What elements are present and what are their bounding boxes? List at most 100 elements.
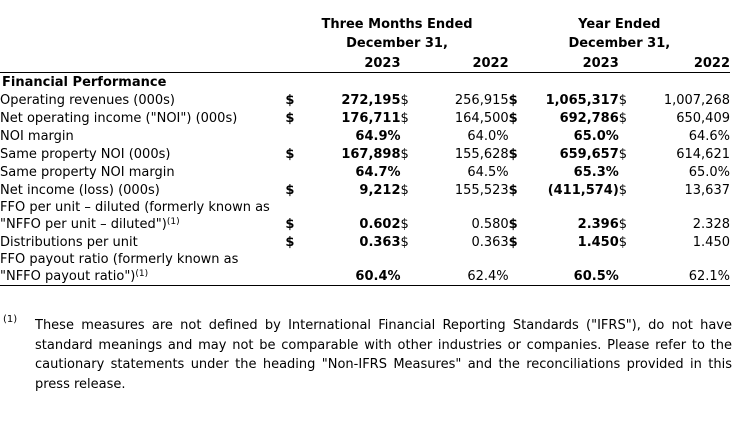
- value-cell: 155,628: [454, 147, 509, 162]
- value-cell: 176,711: [341, 111, 401, 126]
- value-cell: 692,786: [559, 111, 619, 126]
- row-label: NOI margin: [0, 129, 74, 144]
- value-cell: 9,212: [359, 183, 401, 198]
- value-cell: 2.396: [577, 217, 619, 232]
- value-cell: 64.7%: [355, 165, 401, 180]
- currency-symbol: $: [400, 147, 409, 162]
- table-row: Net income (loss) (000s) $9,212 $155,523 $(…: [0, 181, 730, 199]
- row-label: FFO payout ratio (formerly known as "NFFO…: [0, 251, 286, 286]
- footnote-reference: (1): [166, 217, 180, 227]
- currency-symbol: $: [508, 93, 518, 108]
- value-cell: (411,574): [547, 183, 619, 198]
- table-row: Operating revenues (000s) $272,195 $256,91…: [0, 91, 730, 109]
- value-cell: 65.0%: [573, 129, 619, 144]
- header-spacer: [508, 52, 531, 73]
- value-cell: 659,657: [559, 147, 619, 162]
- value-cell: 614,621: [676, 147, 730, 162]
- section-header-row: Financial Performance: [0, 73, 730, 92]
- header-spacer: [400, 52, 423, 73]
- value-cell: 0.363: [471, 235, 509, 250]
- value-cell: 64.6%: [688, 129, 730, 144]
- footnote-marker-text: (1): [3, 314, 18, 325]
- value-cell: 62.1%: [640, 251, 730, 286]
- currency-symbol: $: [618, 217, 628, 232]
- row-label: Net income (loss) (000s): [0, 183, 160, 198]
- currency-symbol: [618, 251, 641, 286]
- currency-symbol: $: [400, 111, 409, 126]
- currency-symbol: [285, 127, 307, 145]
- value-cell: 1.450: [577, 235, 619, 250]
- header-spacer: [618, 52, 641, 73]
- value-cell: 256,915: [454, 93, 509, 108]
- currency-symbol: [285, 163, 307, 181]
- currency-symbol: $: [618, 235, 628, 250]
- group-header-row-1: Three Months Ended Year Ended: [0, 14, 730, 33]
- col-group-three-months-line2: December 31,: [346, 36, 448, 51]
- year-column-fy-2023: 2023: [530, 52, 619, 73]
- currency-symbol: $: [285, 147, 295, 162]
- table-row: FFO payout ratio (formerly known as "NFFO…: [0, 251, 730, 286]
- year-column-q4-2023: 2023: [307, 52, 401, 73]
- footnote-text: These measures are not defined by Intern…: [35, 318, 732, 392]
- value-cell: 167,898: [341, 147, 401, 162]
- row-label: Net operating income ("NOI") (000s): [0, 111, 238, 126]
- currency-symbol: $: [508, 217, 518, 232]
- currency-symbol: [619, 127, 641, 145]
- currency-symbol: [285, 251, 308, 286]
- financial-table: Three Months Ended Year Ended December 3…: [0, 14, 730, 286]
- currency-symbol: $: [618, 147, 628, 162]
- currency-symbol: $: [285, 217, 295, 232]
- currency-symbol: $: [508, 147, 518, 162]
- currency-symbol: $: [285, 235, 295, 250]
- group-header-row-2: December 31, December 31,: [0, 33, 730, 52]
- row-label: Same property NOI (000s): [0, 147, 171, 162]
- table-row: Same property NOI margin 64.7% 64.5% 65.3% 6…: [0, 163, 730, 181]
- header-spacer: [0, 52, 286, 73]
- currency-symbol: $: [618, 93, 628, 108]
- currency-symbol: [509, 127, 531, 145]
- year-column-q4-2022: 2022: [422, 52, 509, 73]
- table-row: Distributions per unit $0.363 $0.363 $1.450…: [0, 233, 730, 251]
- value-cell: 64.0%: [467, 129, 509, 144]
- value-cell: 60.5%: [530, 251, 619, 286]
- footnote: (1) These measures are not defined by In…: [0, 314, 732, 394]
- value-cell: 62.4%: [422, 251, 509, 286]
- footnote-reference: (1): [135, 269, 149, 279]
- value-cell: 1,065,317: [545, 93, 619, 108]
- header-spacer: [285, 52, 308, 73]
- currency-symbol: $: [508, 235, 518, 250]
- header-spacer: [0, 33, 285, 52]
- value-cell: 2.328: [692, 217, 730, 232]
- table-row: Net operating income ("NOI") (000s) $176,…: [0, 109, 730, 127]
- currency-symbol: [619, 163, 641, 181]
- currency-symbol: $: [400, 93, 409, 108]
- currency-symbol: $: [285, 183, 295, 198]
- value-cell: 0.602: [359, 217, 401, 232]
- currency-symbol: [401, 163, 423, 181]
- value-cell: 64.5%: [467, 165, 509, 180]
- col-group-year-ended-line1: Year Ended: [578, 17, 661, 32]
- currency-symbol: $: [400, 183, 409, 198]
- table-body: Financial Performance Operating revenues…: [0, 73, 730, 286]
- currency-symbol: [400, 251, 423, 286]
- table-row: NOI margin 64.9% 64.0% 65.0% 64.6%: [0, 127, 730, 145]
- row-label: Operating revenues (000s): [0, 93, 175, 108]
- value-cell: 64.9%: [355, 129, 401, 144]
- value-cell: 1,007,268: [663, 93, 730, 108]
- section-title: Financial Performance: [2, 75, 167, 90]
- year-column-fy-2022: 2022: [640, 52, 730, 73]
- value-cell: 155,523: [454, 183, 509, 198]
- currency-symbol: [509, 163, 531, 181]
- table-row: Same property NOI (000s) $167,898 $155,628…: [0, 145, 730, 163]
- value-cell: 272,195: [341, 93, 401, 108]
- currency-symbol: $: [618, 183, 628, 198]
- currency-symbol: $: [508, 111, 518, 126]
- currency-symbol: $: [508, 183, 518, 198]
- row-label: FFO per unit – diluted (formerly known a…: [0, 200, 270, 232]
- year-header-row: 2023 2022 2023 2022: [0, 52, 730, 73]
- currency-symbol: $: [400, 217, 409, 232]
- value-cell: 650,409: [676, 111, 730, 126]
- row-label: Same property NOI margin: [0, 165, 175, 180]
- value-cell: 13,637: [684, 183, 731, 198]
